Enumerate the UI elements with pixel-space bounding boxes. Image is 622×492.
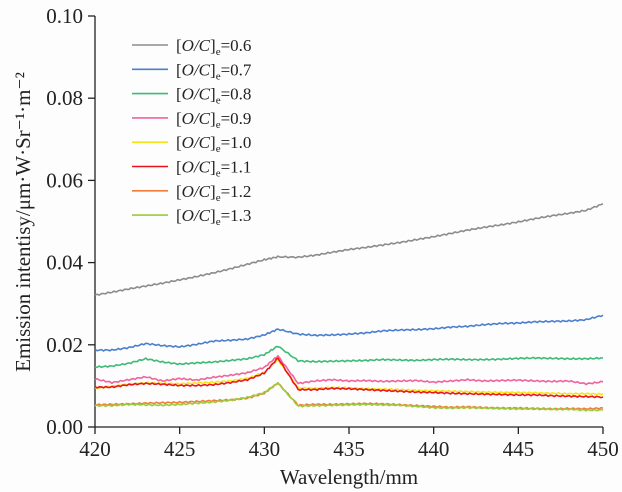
legend-label-value: =0.6 [221, 36, 252, 55]
series-line-8 [94, 381, 604, 412]
legend-label: [O/C]e=1.0 [176, 133, 251, 155]
legend-label-subscript: e [216, 95, 221, 107]
x-tick-label: 430 [249, 437, 281, 461]
series-line-1 [94, 203, 604, 296]
legend-label: [O/C]e=0.9 [176, 109, 251, 131]
legend-label-subscript: e [216, 46, 221, 58]
legend-label-prefix: [ [176, 158, 182, 177]
y-axis-title: Emission intentisy/μm·W·Sr⁻¹·m⁻² [11, 72, 35, 372]
y-tick-label: 0.10 [46, 4, 83, 28]
x-tick-label: 450 [587, 437, 619, 461]
series-line-2 [94, 314, 604, 352]
legend-label-prefix: [ [176, 206, 182, 225]
y-tick-label: 0.08 [46, 86, 83, 110]
legend-label-prefix: [ [176, 60, 182, 79]
x-tick-label: 420 [79, 437, 111, 461]
legend-label-value: =1.2 [221, 182, 252, 201]
x-ticks: 420 425 430 435 440 445 450 [79, 427, 619, 461]
legend-label-subscript: e [216, 216, 221, 228]
series-line-6 [94, 357, 604, 399]
legend-label-prefix: [ [176, 85, 182, 104]
legend-label-prefix: [ [176, 36, 182, 55]
legend-label-subscript: e [216, 143, 221, 155]
legend-label-value: =1.1 [221, 158, 252, 177]
legend-label-value: =1.3 [221, 206, 252, 225]
legend-label-value: =0.9 [221, 109, 252, 128]
legend-label: [O/C]e=1.3 [176, 206, 251, 228]
x-tick-label: 425 [164, 437, 196, 461]
legend-label: [O/C]e=0.6 [176, 36, 251, 58]
y-tick-label: 0.06 [46, 168, 83, 192]
legend-label-value: =0.8 [221, 85, 252, 104]
legend-label-subscript: e [216, 168, 221, 180]
series-lines [94, 203, 604, 412]
legend-label-value: =1.0 [221, 133, 252, 152]
legend-label: [O/C]e=1.2 [176, 182, 251, 204]
legend-label: [O/C]e=0.7 [176, 60, 252, 82]
legend-label-value: =0.7 [221, 60, 252, 79]
legend-label-subscript: e [216, 192, 221, 204]
y-tick-label: 0.04 [46, 251, 83, 275]
legend-label: [O/C]e=0.8 [176, 85, 251, 107]
x-axis-title: Wavelength/mm [280, 465, 418, 489]
y-tick-label: 0.02 [46, 333, 83, 357]
legend: [O/C]e=0.6[O/C]e=0.7 [O/C]e=0.8[O/C]e=0.9… [132, 36, 252, 228]
legend-label-prefix: [ [176, 133, 182, 152]
legend-label-prefix: [ [176, 109, 182, 128]
legend-label-subscript: e [216, 119, 221, 131]
legend-label: [O/C]e=1.1 [176, 158, 251, 180]
series-line-3 [94, 345, 604, 369]
legend-label-subscript: e [216, 70, 221, 82]
y-ticks: 0.00 0.02 0.04 0.06 0.08 0.10 [46, 4, 95, 439]
x-tick-label: 435 [333, 437, 365, 461]
series-line-4 [94, 354, 604, 386]
legend-label-prefix: [ [176, 182, 182, 201]
x-tick-label: 440 [418, 437, 450, 461]
y-tick-label: 0.00 [46, 415, 83, 439]
x-tick-label: 445 [503, 437, 535, 461]
